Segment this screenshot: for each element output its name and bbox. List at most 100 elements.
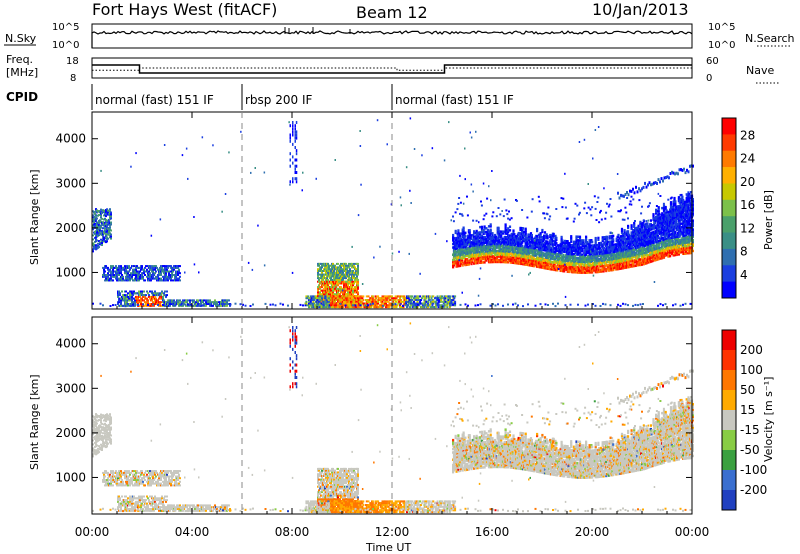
echo-cell (526, 243, 529, 247)
echo-cell (110, 221, 112, 224)
echo-cell (623, 229, 626, 232)
echo-cell (136, 277, 138, 280)
echo-cell (685, 237, 688, 241)
echo-cell (130, 290, 132, 293)
echo-cell (507, 243, 510, 246)
echo-cell (620, 252, 624, 256)
echo-cell (564, 243, 567, 246)
echo-cell (127, 272, 129, 275)
echo-cell (543, 243, 547, 247)
echo-cell (578, 251, 582, 255)
echo-cell (106, 226, 108, 229)
echo-cell (656, 224, 659, 227)
echo-cell (101, 229, 103, 232)
echo-cell (489, 230, 492, 233)
echo-cell (551, 239, 554, 243)
echo-cell (688, 219, 691, 223)
echo-cell (108, 274, 110, 276)
echo-cell (516, 256, 519, 260)
echo-cell (680, 249, 683, 252)
echo-cell (494, 251, 497, 255)
echo-cell (543, 261, 546, 264)
echo-cell (633, 250, 636, 253)
echo-cell (639, 227, 642, 231)
echo-cell (536, 236, 539, 240)
echo-cell (623, 218, 626, 221)
echo-cell (642, 259, 645, 262)
echo-cell (560, 235, 563, 239)
echo-cell (664, 207, 667, 211)
echo-cell (494, 242, 498, 246)
echo-cell (454, 231, 457, 235)
echo-cell (646, 225, 649, 229)
echo-cell (588, 239, 591, 242)
echo-cell (560, 237, 563, 241)
echo-cell (501, 232, 505, 235)
echo-cell (505, 250, 508, 253)
echo-cell (613, 255, 617, 259)
echo-cell (541, 261, 544, 264)
echo-cell (675, 171, 678, 175)
echo-cell (683, 207, 687, 211)
echo-cell (94, 212, 96, 215)
echo-cell (164, 270, 166, 273)
echo-cell (691, 240, 694, 244)
echo-cell (633, 248, 636, 252)
echo-cell (475, 235, 478, 238)
echo-cell (472, 248, 475, 251)
echo-cell (660, 248, 663, 251)
echo-cell (104, 227, 106, 230)
echo-cell (500, 260, 503, 264)
echo-cell (460, 260, 463, 264)
echo-cell (674, 244, 677, 248)
echo-cell (95, 208, 97, 211)
echo-cell (661, 246, 664, 249)
echo-cell (642, 261, 645, 264)
echo-cell (507, 248, 510, 252)
echo-cell (585, 257, 588, 260)
echo-cell (535, 261, 538, 265)
echo-cell (508, 229, 512, 232)
echo-cell (691, 239, 694, 242)
echo-cell (498, 232, 501, 235)
echo-cell (665, 176, 667, 179)
echo-cell (507, 261, 510, 264)
echo-cell (544, 249, 547, 252)
echo-cell (663, 250, 666, 254)
echo-cell (552, 264, 555, 268)
echo-cell (129, 279, 131, 282)
echo-cell (667, 224, 670, 228)
echo-cell (530, 251, 533, 255)
echo-cell (483, 214, 486, 217)
echo-cell (530, 234, 533, 237)
echo-cell (506, 232, 509, 235)
echo-cell (570, 235, 573, 238)
echo-cell (521, 209, 524, 211)
echo-cell (459, 246, 462, 250)
echo-cell (110, 213, 112, 216)
echo-cell (454, 256, 457, 259)
cpid-label: CPID (6, 90, 38, 104)
echo-cell (621, 263, 624, 266)
echo-cell (589, 267, 592, 271)
echo-cell (477, 235, 480, 238)
echo-cell (584, 255, 587, 258)
echo-cell (564, 241, 567, 245)
echo-cell (135, 268, 137, 271)
echo-cell (485, 248, 488, 251)
echo-cell (648, 202, 651, 205)
echo-cell (664, 218, 667, 221)
echo-cell (668, 235, 671, 238)
echo-cell (519, 228, 522, 232)
echo-cell (540, 259, 543, 262)
echo-cell (123, 266, 125, 269)
echo-cell (575, 251, 578, 254)
echo-cell (504, 241, 507, 244)
echo-cell (668, 253, 671, 256)
echo-cell (634, 244, 637, 248)
echo-cell (654, 235, 657, 239)
echo-cell (139, 294, 141, 297)
echo-cell (510, 232, 513, 236)
echo-cell (479, 233, 482, 236)
echo-cell (609, 263, 612, 267)
